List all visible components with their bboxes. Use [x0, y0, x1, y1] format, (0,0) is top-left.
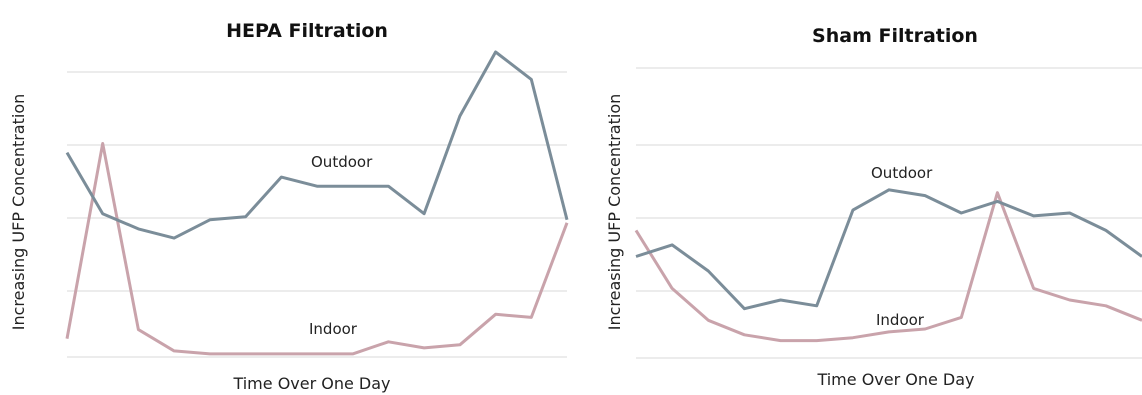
- sham-series: [634, 188, 1142, 343]
- sham-chart-title: Sham Filtration: [812, 25, 978, 47]
- sham-outdoor-line: [635, 188, 1142, 311]
- hepa-indoor-label: Indoor: [309, 320, 358, 338]
- sham-y-axis-label: Increasing UFP Concentration: [605, 94, 624, 331]
- hepa-chart: HEPA Filtration Increasing UFP Concentra…: [9, 20, 569, 393]
- sham-gridlines: [636, 67, 1142, 359]
- hepa-outdoor-line: [65, 50, 569, 240]
- hepa-gridlines: [67, 71, 567, 358]
- hepa-series: [65, 50, 569, 356]
- hepa-y-axis-label: Increasing UFP Concentration: [9, 94, 28, 331]
- sham-x-axis-label: Time Over One Day: [816, 370, 974, 389]
- sham-outdoor-label: Outdoor: [871, 164, 933, 182]
- hepa-outdoor-label: Outdoor: [311, 153, 373, 171]
- hepa-indoor-line: [65, 142, 569, 356]
- hepa-x-axis-label: Time Over One Day: [232, 374, 390, 393]
- hepa-chart-title: HEPA Filtration: [226, 20, 388, 42]
- sham-chart: Sham Filtration Increasing UFP Concentra…: [605, 25, 1142, 389]
- sham-indoor-line: [634, 191, 1142, 343]
- sham-indoor-label: Indoor: [876, 311, 925, 329]
